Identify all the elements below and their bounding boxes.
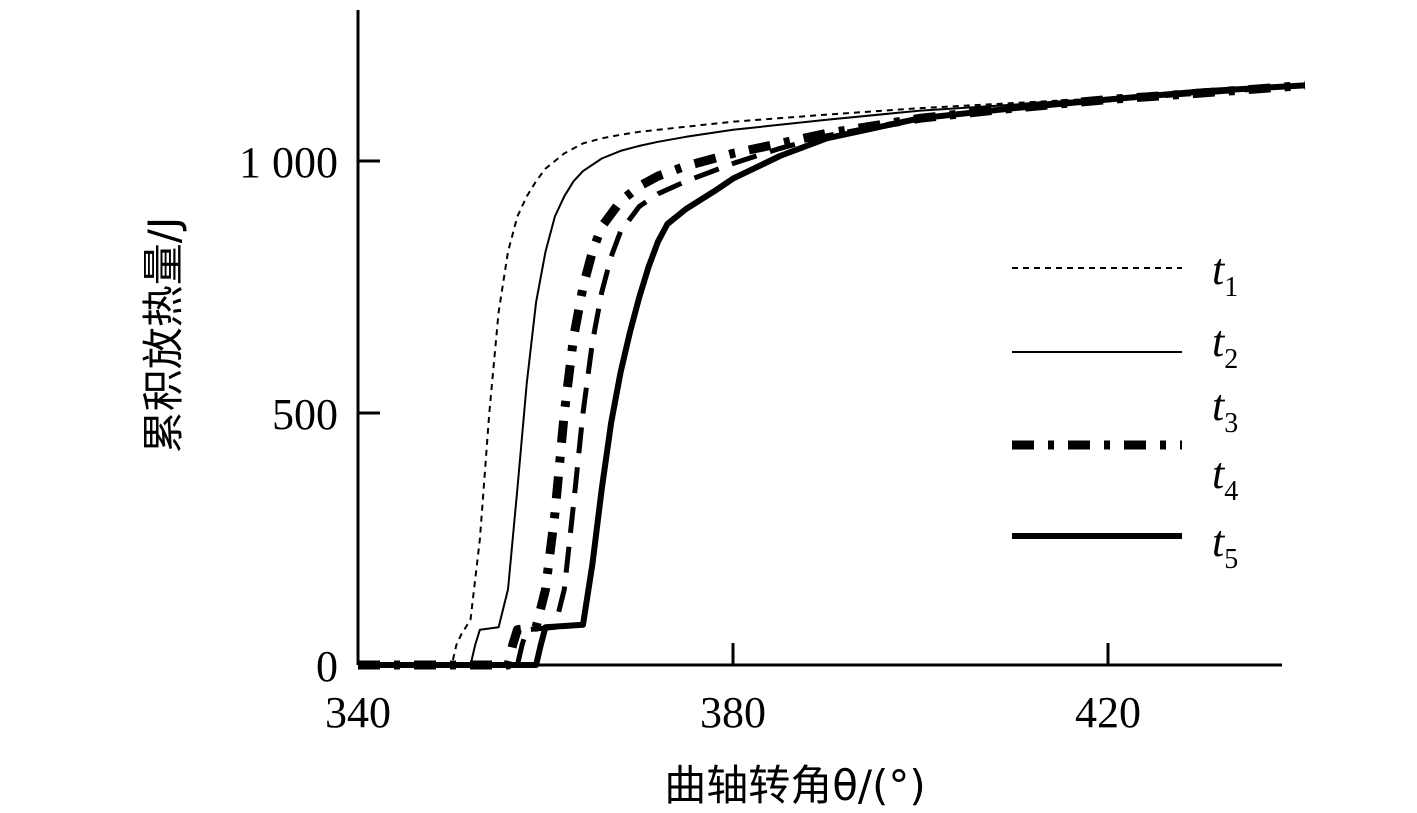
legend-label-t2: t2 [1212,317,1238,375]
x-ticks: 340 380 420 [325,643,1141,737]
x-tick-label: 420 [1075,688,1141,737]
y-axis-title: 累积放热量/J [139,217,188,454]
plot-lines [358,80,1306,670]
y-tick-label: 500 [272,390,338,439]
y-ticks: 0 500 1 000 [239,138,380,691]
legend: t1 t2 t3 t4 t5 [1012,245,1238,575]
series-line-t1 [358,84,1305,666]
legend-label-t3: t3 [1212,381,1238,439]
series-line-t2 [358,84,1305,666]
x-tick-label: 340 [325,688,391,737]
x-tick-label: 380 [700,688,766,737]
x-axis-title: 曲轴转角θ/(°) [664,761,926,810]
series-line-t3 [358,80,1306,670]
legend-label-t5: t5 [1212,517,1238,575]
series-line-t5 [358,82,1306,668]
y-tick-label: 0 [316,642,338,691]
axes [356,10,1282,667]
legend-label-t4: t4 [1212,449,1238,507]
legend-label-t1: t1 [1212,245,1238,303]
y-tick-label: 1 000 [239,138,338,187]
series-line-t4 [358,82,1306,668]
